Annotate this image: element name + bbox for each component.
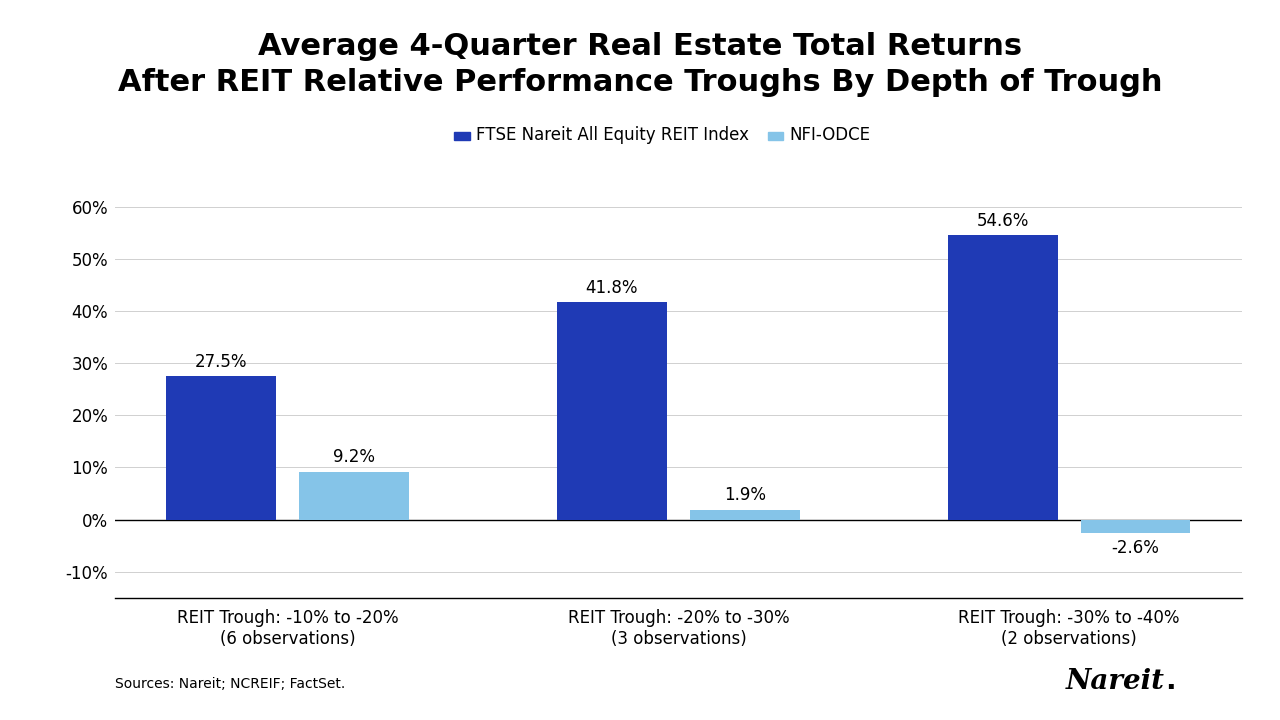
Text: 27.5%: 27.5%: [195, 354, 247, 372]
Text: Nareit: Nareit: [1066, 668, 1165, 695]
Text: 9.2%: 9.2%: [333, 449, 375, 467]
Text: 41.8%: 41.8%: [586, 279, 639, 297]
Text: After REIT Relative Performance Troughs By Depth of Trough: After REIT Relative Performance Troughs …: [118, 68, 1162, 97]
Bar: [166, 377, 275, 520]
Text: 1.9%: 1.9%: [724, 487, 765, 505]
Text: Sources: Nareit; NCREIF; FactSet.: Sources: Nareit; NCREIF; FactSet.: [115, 678, 346, 691]
Text: 54.6%: 54.6%: [977, 212, 1029, 230]
Bar: [948, 235, 1057, 520]
Bar: [1082, 520, 1190, 533]
Bar: [300, 472, 408, 520]
Text: -2.6%: -2.6%: [1112, 539, 1160, 557]
Bar: [557, 302, 667, 520]
Text: FTSE Nareit All Equity REIT Index: FTSE Nareit All Equity REIT Index: [476, 127, 749, 144]
Text: Average 4-Quarter Real Estate Total Returns: Average 4-Quarter Real Estate Total Retu…: [259, 32, 1021, 61]
Text: NFI-ODCE: NFI-ODCE: [790, 127, 870, 144]
Bar: [690, 510, 800, 520]
Text: .: .: [1165, 667, 1175, 695]
